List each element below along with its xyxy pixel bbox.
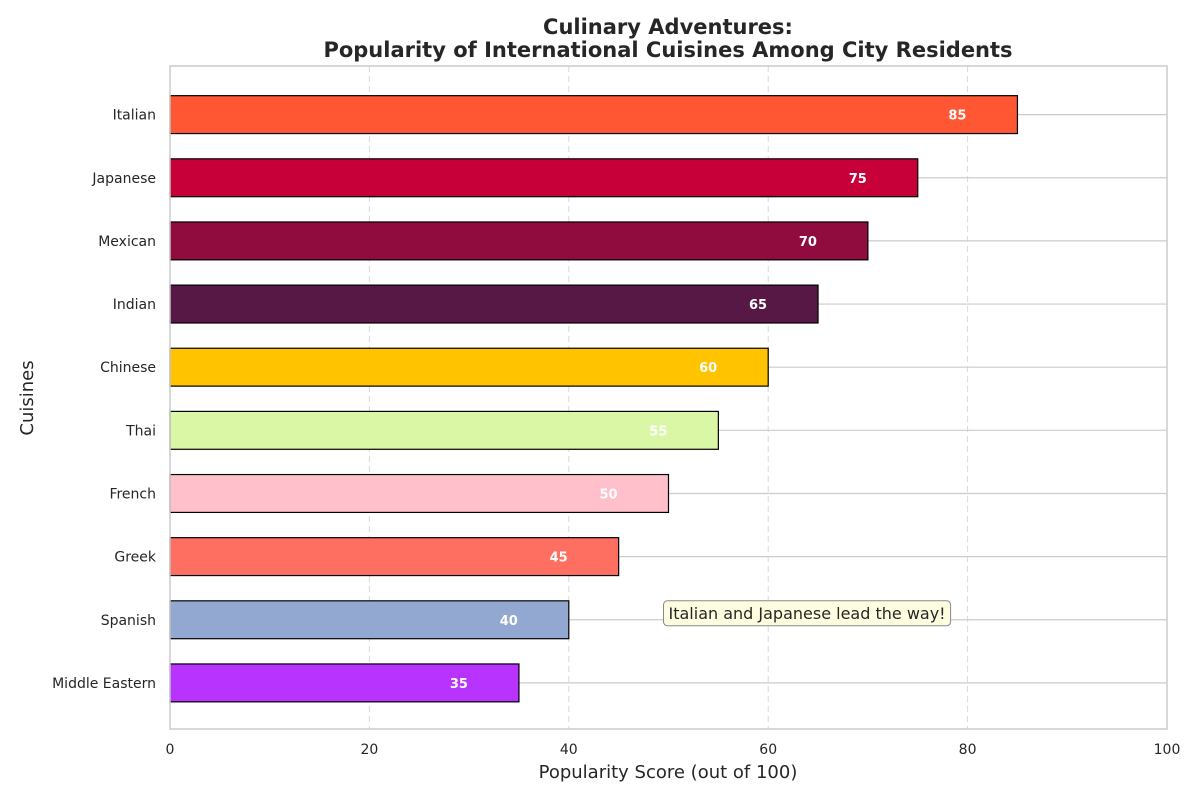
bar-value-label: 70 [799,235,817,250]
chart-title: Culinary Adventures: [543,15,793,39]
bar [169,537,620,577]
annotation-box [663,600,952,627]
y-tick-label: Thai [125,423,156,439]
bar [169,410,719,450]
y-tick-label: Greek [114,550,157,566]
y-axis-label: Cuisines [17,360,38,435]
x-tick-label: 20 [360,742,378,758]
plot-area: 85 Italian 75 Japanese 70 Mexican 65 Indian 60 Ch… [52,65,1181,758]
x-tick-label: 60 [759,742,777,758]
bar [169,284,819,324]
annotation-text: Italian and Japanese lead the way! [669,604,946,623]
bar-value-label: 45 [550,551,568,566]
y-tick-label: Japanese [91,171,156,187]
y-tick-label: Italian [113,108,156,124]
bar-value-label: 75 [849,172,867,187]
bar-value-label: 60 [699,361,717,376]
bar-value-label: 65 [749,298,767,313]
x-tick-label: 80 [959,742,977,758]
y-tick-label: Indian [113,297,156,313]
bar [169,473,670,514]
plot-frame [169,65,1168,730]
bar [169,347,769,387]
y-tick-label: Mexican [98,234,156,250]
y-tick-label: French [109,486,156,502]
x-tick-label: 100 [1154,742,1181,758]
bar-value-label: 35 [450,677,468,692]
bar [169,158,919,198]
bar [169,600,570,640]
bar-value-label: 85 [948,109,966,124]
x-tick-label: 0 [166,742,175,758]
bar [169,95,1019,135]
bar-value-label: 40 [500,614,518,629]
bar-value-label: 55 [649,424,667,439]
x-tick-label: 40 [560,742,578,758]
chart-subtitle: Popularity of International Cuisines Amo… [323,38,1012,62]
y-tick-label: Spanish [101,613,156,629]
x-axis-label: Popularity Score (out of 100) [539,762,798,783]
bar [169,221,869,261]
bar [169,663,520,703]
bar-value-label: 50 [599,487,617,502]
y-tick-label: Chinese [100,360,156,376]
y-tick-label: Middle Eastern [52,676,156,692]
